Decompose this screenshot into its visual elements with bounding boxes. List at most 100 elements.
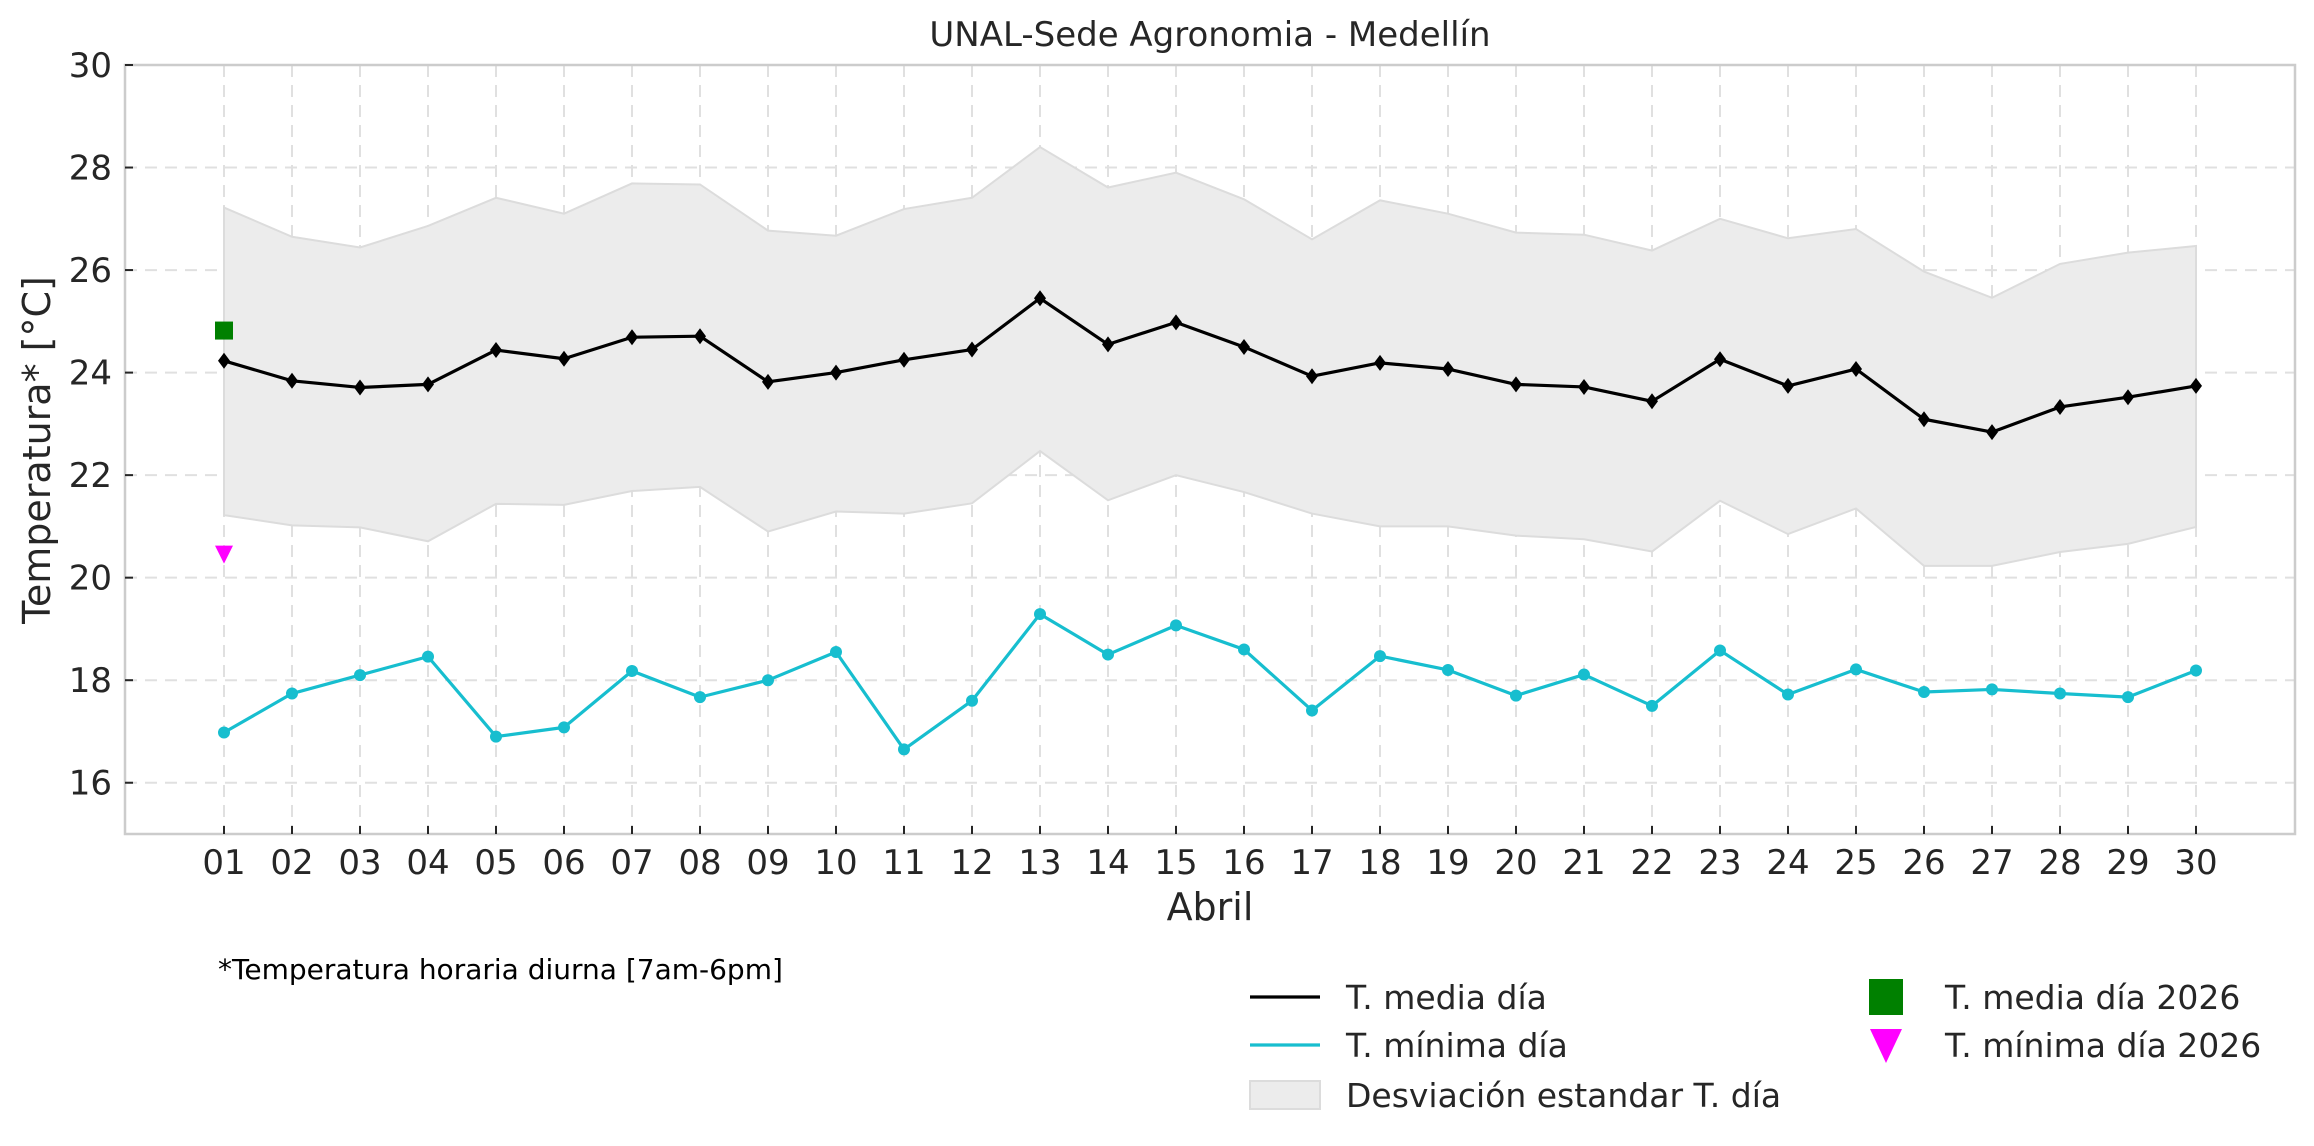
min-temp-point bbox=[218, 726, 230, 739]
legend: T. media día T. mínima día Desviación esta… bbox=[1249, 978, 2261, 1115]
x-tick-label: 29 bbox=[2106, 843, 2149, 883]
x-tick-label: 27 bbox=[1970, 843, 2013, 883]
mean-temp-point bbox=[2122, 389, 2134, 406]
mean-temp-point bbox=[2190, 377, 2202, 394]
mean-temp-point bbox=[422, 376, 434, 393]
x-tick-label: 05 bbox=[474, 843, 517, 883]
legend-square-swatch bbox=[1869, 979, 1903, 1015]
x-tick-label: 20 bbox=[1494, 843, 1537, 883]
min-temp-point bbox=[1850, 663, 1862, 676]
chart-title: UNAL-Sede Agronomia - Medellín bbox=[929, 15, 1490, 55]
x-tick-label: 30 bbox=[2174, 843, 2217, 883]
series-layer bbox=[215, 290, 2202, 756]
mean-temp-point bbox=[966, 341, 978, 358]
legend-label: T. media día bbox=[1345, 978, 1547, 1017]
mean-temp-point bbox=[694, 328, 706, 345]
x-tick-label: 03 bbox=[338, 843, 381, 883]
min-temp-point bbox=[1102, 648, 1114, 661]
x-tick-label: 15 bbox=[1154, 843, 1197, 883]
x-tick-label: 28 bbox=[2038, 843, 2081, 883]
axes-frame bbox=[123, 63, 2297, 836]
min-temp-point bbox=[558, 721, 570, 734]
mean-temp-point bbox=[558, 350, 570, 367]
mean-temp-point bbox=[490, 342, 502, 359]
min-temp-point bbox=[2122, 691, 2134, 704]
x-tick-label: 02 bbox=[270, 843, 313, 883]
min-2026-point bbox=[215, 545, 233, 564]
mean-temp-point bbox=[286, 372, 298, 389]
x-tick-label: 09 bbox=[746, 843, 789, 883]
min-temp-point bbox=[1510, 689, 1522, 702]
mean-temp-point bbox=[218, 352, 230, 369]
y-tick-label: 22 bbox=[69, 456, 112, 496]
std-band-layer bbox=[223, 145, 2197, 567]
min-temp-point bbox=[1306, 704, 1318, 717]
x-tick-label: 25 bbox=[1834, 843, 1877, 883]
x-tick-label: 24 bbox=[1766, 843, 1809, 883]
y-tick-label: 30 bbox=[69, 46, 112, 86]
x-tick-label: 21 bbox=[1562, 843, 1605, 883]
mean-temp-point bbox=[762, 373, 774, 390]
min-temp-point bbox=[694, 691, 706, 704]
x-tick-label: 07 bbox=[610, 843, 653, 883]
mean-temp-point bbox=[1238, 338, 1250, 355]
min-temp-point bbox=[286, 687, 298, 700]
mean-temp-point bbox=[1442, 361, 1454, 378]
min-temp-point bbox=[1918, 685, 1930, 698]
mean-temp-point bbox=[2054, 398, 2066, 415]
x-tick-label: 10 bbox=[814, 843, 857, 883]
x-tick-label: 06 bbox=[542, 843, 585, 883]
y-tick-label: 18 bbox=[69, 661, 112, 701]
axes: 16 18 20 22 24 26 28 30 01 02 03 04 05 06 07 08 09 10 11 12… bbox=[69, 46, 2297, 883]
mean-temp-point bbox=[1646, 393, 1658, 410]
x-tick-label: 14 bbox=[1086, 843, 1129, 883]
footnote: *Temperatura horaria diurna [7am-6pm] bbox=[218, 953, 783, 986]
y-tick-label: 26 bbox=[69, 251, 112, 291]
min-temp-point bbox=[1374, 650, 1386, 663]
mean-temp-point bbox=[1782, 377, 1794, 394]
x-tick-label: 22 bbox=[1630, 843, 1673, 883]
min-temp-point bbox=[966, 694, 978, 707]
min-temp-point bbox=[1782, 688, 1794, 701]
min-temp-point bbox=[422, 650, 434, 663]
legend-label: Desviación estandar T. día bbox=[1346, 1076, 1781, 1115]
mean-temp-point bbox=[1986, 424, 1998, 441]
y-tick-label: 20 bbox=[69, 559, 112, 599]
mean-temp-point bbox=[898, 351, 910, 368]
min-temp-point bbox=[1714, 644, 1726, 657]
x-tick-label: 04 bbox=[406, 843, 449, 883]
min-temp-point bbox=[626, 664, 638, 677]
mean-temp-point bbox=[1578, 378, 1590, 395]
x-tick-label: 16 bbox=[1222, 843, 1265, 883]
x-tick-label: 18 bbox=[1358, 843, 1401, 883]
x-tick-label: 13 bbox=[1018, 843, 1061, 883]
min-temp-line bbox=[223, 612, 2197, 752]
y-axis-label: Temperatura* [°C] bbox=[15, 276, 59, 625]
legend-label: T. mínima día 2026 bbox=[1944, 1026, 2261, 1065]
mean-temp-point bbox=[1306, 368, 1318, 385]
x-axis-label: Abril bbox=[1167, 885, 1254, 929]
mean-temp-point bbox=[1170, 314, 1182, 331]
mean-temp-point bbox=[1510, 376, 1522, 393]
x-tick-label: 19 bbox=[1426, 843, 1469, 883]
y-tick-label: 16 bbox=[69, 764, 112, 804]
mean-temp-point bbox=[1374, 354, 1386, 371]
x-tick-label: 26 bbox=[1902, 843, 1945, 883]
min-temp-point bbox=[1034, 608, 1046, 621]
min-temp-point bbox=[1238, 643, 1250, 656]
min-temp-point bbox=[490, 730, 502, 743]
min-temp-point bbox=[1986, 683, 1998, 696]
y-tick-label: 28 bbox=[69, 149, 112, 189]
x-tick-label: 12 bbox=[950, 843, 993, 883]
mean-temp-point bbox=[1102, 336, 1114, 353]
min-temp-point bbox=[1442, 663, 1454, 676]
min-temp-point bbox=[354, 669, 366, 682]
mean-2026-point bbox=[215, 321, 233, 340]
mean-temp-point bbox=[1918, 411, 1930, 428]
min-temp-point bbox=[1646, 699, 1658, 712]
mean-temp-point bbox=[830, 364, 842, 381]
x-tick-label: 23 bbox=[1698, 843, 1741, 883]
mean-temp-point bbox=[1850, 361, 1862, 378]
min-temp-point bbox=[2054, 687, 2066, 700]
